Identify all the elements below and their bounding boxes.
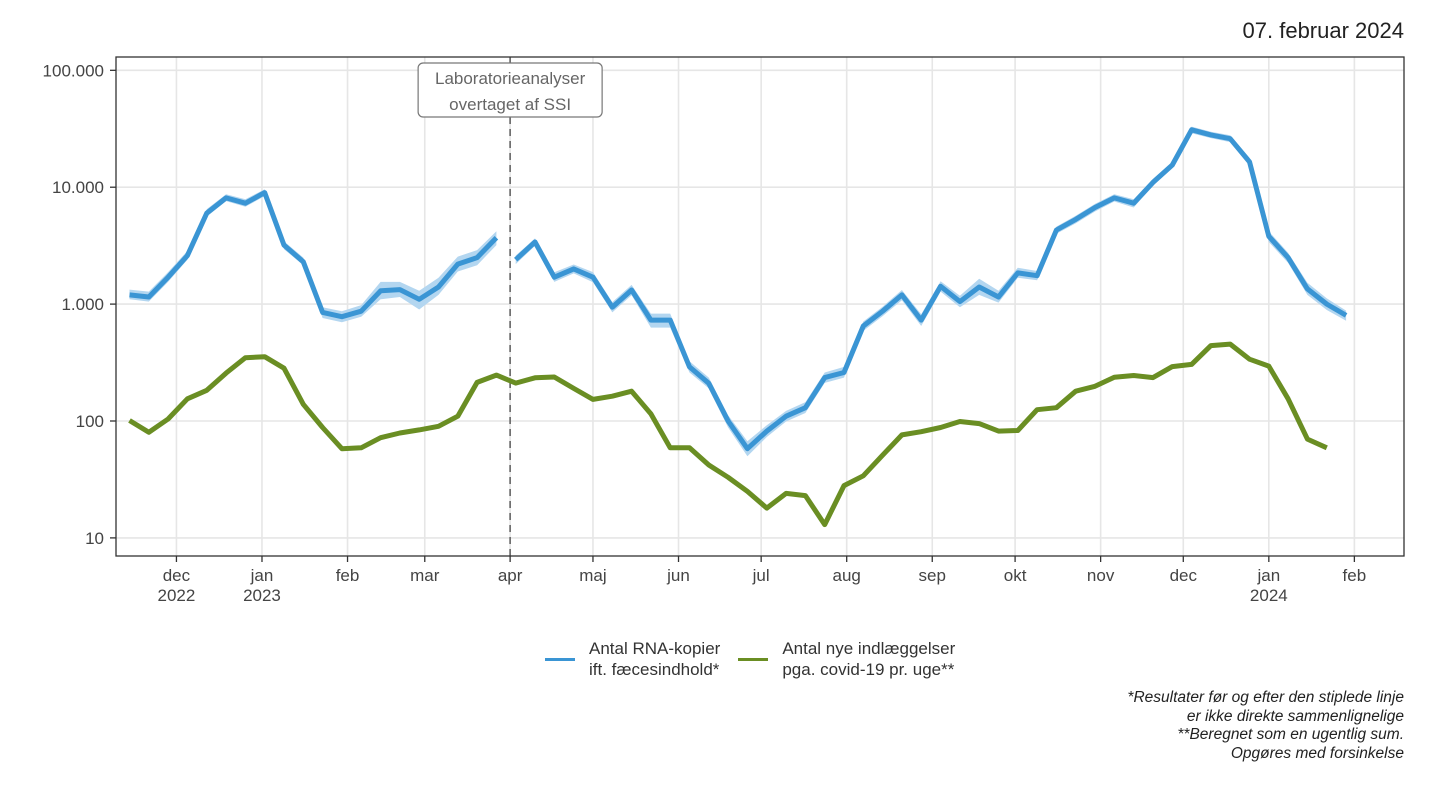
y-tick-label-3: 10.000 [52,178,104,197]
plot-border [115,56,1405,557]
legend-item-rna: Antal RNA-kopier ift. fæcesindhold* [545,638,720,680]
x-tick-label-8: aug [833,566,861,585]
x-tick-year-label-0: 2022 [158,586,196,605]
footnote-line-4: Opgøres med forsinkelse [1230,744,1404,762]
x-tick-label-13: jan [1256,566,1280,585]
x-tick-label-12: dec [1170,566,1198,585]
footnote-line-3: **Beregnet som en ugentlig sum. [1177,726,1404,743]
x-tick-label-3: mar [410,566,440,585]
x-tick-label-0: dec [163,566,191,585]
rna-series-line-1 [514,127,1348,452]
y-tick-label-2: 1.000 [61,295,104,314]
annotation-box [417,62,603,118]
x-tick-label-9: sep [919,566,946,585]
x-tick-label-10: okt [1004,566,1027,585]
x-tick-year-label-13: 2024 [1250,586,1288,605]
legend-label-hosp-line1: Antal nye indlæggelser [782,639,956,658]
annotation-text-line1: Laboratorieanalyser [435,69,586,88]
x-tick-label-5: maj [579,566,606,585]
legend-label-rna-line1: Antal RNA-kopier [589,639,721,658]
rna-confidence-band-1 [515,126,1347,457]
legend-label-hosp-line2: pga. covid-19 pr. uge** [782,660,955,679]
x-tick-label-11: nov [1087,566,1115,585]
y-tick-label-4: 100.000 [43,61,104,80]
rna-confidence-band-0 [129,189,497,323]
annotation-text-line2: overtaget af SSI [449,95,571,114]
x-tick-label-4: apr [498,566,523,585]
x-tick-label-7: jul [752,566,770,585]
footnote-line-1: *Resultater før og efter den stiplede li… [1127,689,1404,706]
legend: Antal RNA-kopier ift. fæcesindhold* Anta… [545,638,955,680]
footnotes: *Resultater før og efter den stiplede li… [1127,689,1404,763]
footnote-line-2: er ikke direkte sammenlignelige [1186,707,1404,725]
legend-label-hosp: Antal nye indlæggelser pga. covid-19 pr.… [782,638,955,680]
annotation-label: Laboratorieanalyser overtaget af SSI [417,62,603,118]
x-tick-year-label-1: 2023 [243,586,281,605]
legend-label-rna: Antal RNA-kopier ift. fæcesindhold* [589,638,720,680]
legend-label-rna-line2: ift. fæcesindhold* [589,660,720,679]
x-tick-label-6: jun [666,566,690,585]
legend-swatch-rna [545,657,575,661]
y-tick-label-0: 10 [85,529,104,548]
x-tick-label-14: feb [1343,566,1367,585]
y-tick-label-1: 100 [76,412,104,431]
rna-series-line-0 [129,190,499,320]
x-tick-label-1: jan [250,566,274,585]
report-date: 07. februar 2024 [1242,18,1404,43]
legend-swatch-hosp [738,657,769,661]
legend-item-hosp: Antal nye indlæggelser pga. covid-19 pr.… [738,638,955,680]
hospitalizations-series-line-0 [128,341,1328,528]
line-chart: Laboratorieanalyser overtaget af SSI 10 100… [43,56,1405,605]
x-tick-label-2: feb [336,566,360,585]
